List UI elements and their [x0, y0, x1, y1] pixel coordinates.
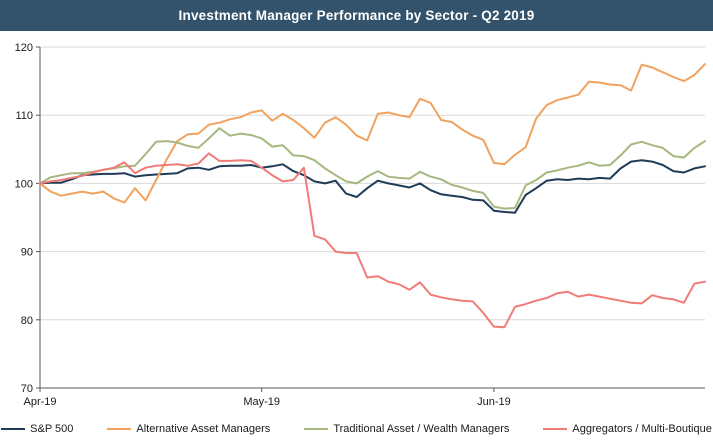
- legend-label-alternative: Alternative Asset Managers: [136, 423, 271, 435]
- legend-label-aggregators: Aggregators / Multi-Boutique: [572, 423, 712, 435]
- y-tick-label-70: 70: [21, 383, 33, 395]
- legend-line-swatch-alternative: [107, 428, 132, 430]
- chart-svg: 70 80 90 100 110 120 Apr-19 May-19 Jun-19: [15, 42, 706, 408]
- chart-title: Investment Manager Performance by Sector…: [178, 8, 535, 23]
- legend-label-traditional: Traditional Asset / Wealth Managers: [333, 423, 510, 435]
- legend-item-aggregators: Aggregators / Multi-Boutique: [543, 423, 712, 435]
- chart-legend: S&P 500 Alternative Asset Managers Tradi…: [0, 413, 713, 445]
- y-tick-label-120: 120: [15, 42, 33, 54]
- legend-label-sp500: S&P 500: [30, 423, 74, 435]
- y-tick-label-80: 80: [21, 315, 33, 327]
- series-line-0: [39, 159, 706, 214]
- legend-line-swatch-sp500: [1, 428, 26, 430]
- legend-item-traditional: Traditional Asset / Wealth Managers: [304, 423, 509, 435]
- x-tick-label-May-19: May-19: [243, 396, 280, 408]
- y-tick-label-100: 100: [15, 178, 33, 190]
- legend-item-sp500: S&P 500: [1, 423, 73, 435]
- chart-plot-area: 70 80 90 100 110 120 Apr-19 May-19 Jun-19: [0, 31, 713, 413]
- x-tick-label-Apr-19: Apr-19: [23, 396, 56, 408]
- series-line-1: [39, 63, 706, 204]
- legend-line-swatch-aggregators: [543, 428, 568, 430]
- y-tick-label-90: 90: [21, 247, 33, 259]
- legend-item-alternative: Alternative Asset Managers: [107, 423, 270, 435]
- y-tick-label-110: 110: [15, 110, 33, 122]
- x-tick-label-Jun-19: Jun-19: [477, 396, 511, 408]
- series-line-3: [39, 152, 706, 329]
- legend-line-swatch-traditional: [304, 428, 329, 430]
- series-line-2: [39, 127, 706, 210]
- chart-title-bar: Investment Manager Performance by Sector…: [0, 0, 713, 31]
